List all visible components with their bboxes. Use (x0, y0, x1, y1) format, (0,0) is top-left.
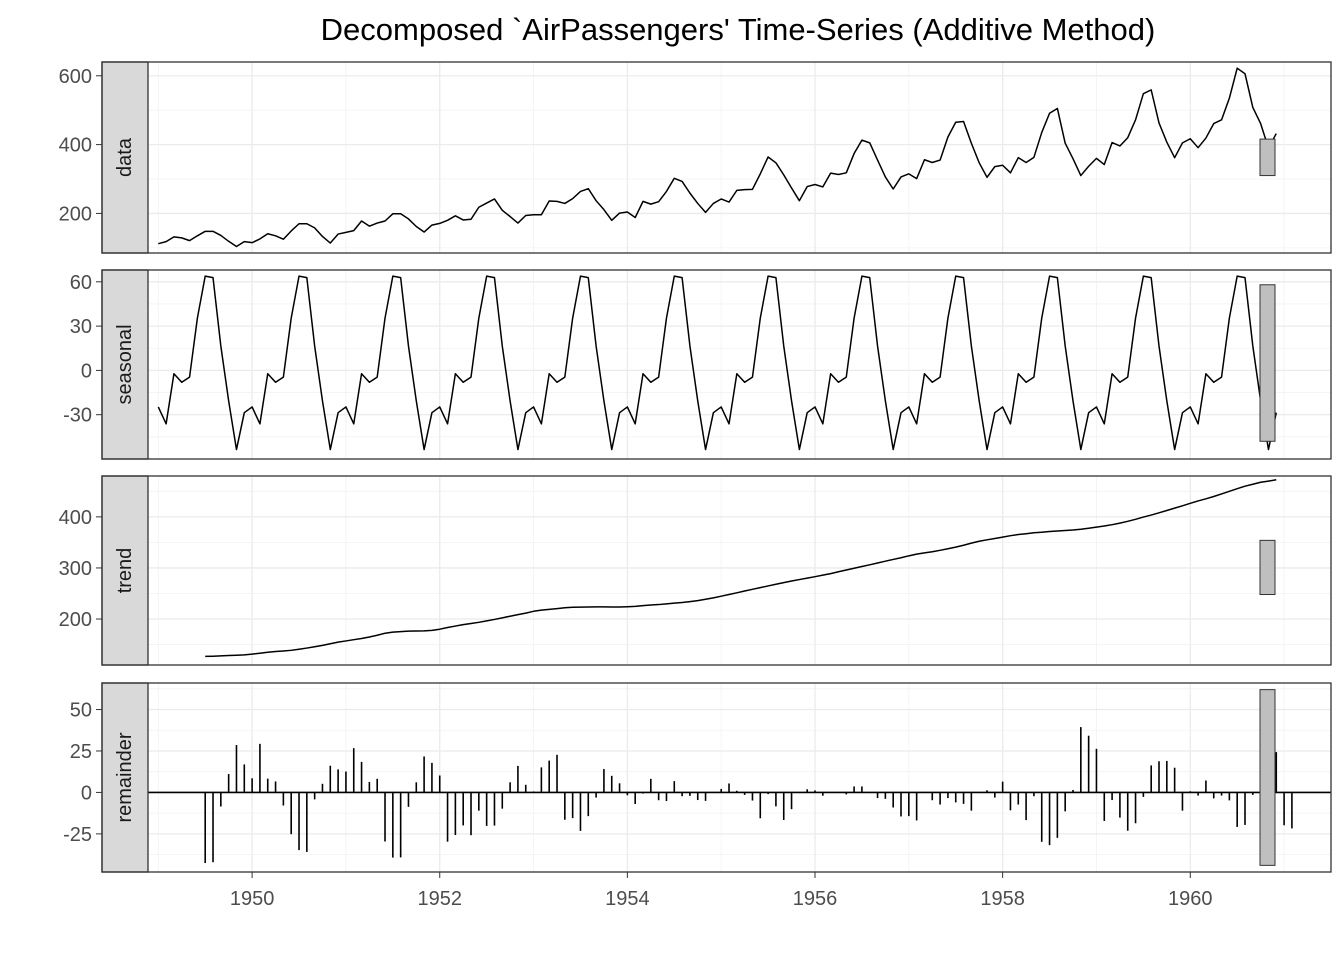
scale-bar (1259, 284, 1276, 442)
x-tick-label: 1954 (605, 888, 650, 910)
panel-border (101, 682, 1332, 873)
facet-label: remainder (114, 732, 136, 822)
panel-background (102, 62, 1331, 253)
y-tick-label: 0 (81, 782, 92, 804)
panel-background (102, 683, 1331, 872)
y-tick-label: -25 (63, 824, 92, 846)
panel-border (101, 61, 1332, 254)
y-tick-label: 0 (81, 360, 92, 382)
panels-group: 200 400 600 data -30 0 30 60 seasonal 200 300 400 tr… (59, 61, 1332, 873)
series-line-trend (205, 479, 1277, 658)
y-tick-label: 50 (70, 700, 92, 722)
facet-label: trend (114, 548, 136, 594)
facet-label: seasonal (114, 324, 136, 404)
y-tick-label: 400 (59, 135, 92, 157)
panel-seasonal: -30 0 30 60 seasonal (63, 269, 1332, 460)
panel-data: 200 400 600 data (59, 61, 1332, 254)
panel-background (102, 476, 1331, 665)
x-axis: 1950 1952 1954 1956 1958 1960 (230, 872, 1213, 910)
y-tick-label: 30 (70, 316, 92, 338)
x-tick-label: 1950 (230, 888, 275, 910)
series-line-seasonal (157, 275, 1278, 451)
y-tick-label: 25 (70, 741, 92, 763)
panel-remainder: -25 0 25 50 remainder (63, 682, 1332, 873)
y-tick-label: 600 (59, 66, 92, 88)
scale-bar (1259, 689, 1276, 866)
x-tick-label: 1958 (980, 888, 1025, 910)
panel-border (101, 475, 1332, 666)
scale-bar (1259, 138, 1276, 177)
series-line-data (158, 67, 1277, 248)
facet-label: data (114, 137, 136, 177)
x-tick-label: 1960 (1168, 888, 1213, 910)
y-tick-label: -30 (63, 405, 92, 427)
panel-background (102, 270, 1331, 459)
y-tick-label: 200 (59, 203, 92, 225)
chart-title: Decomposed `AirPassengers' Time-Series (… (321, 12, 1156, 47)
y-tick-label: 300 (59, 558, 92, 580)
y-tick-label: 60 (70, 272, 92, 294)
panel-border (101, 269, 1332, 460)
facet-strip (101, 269, 149, 460)
x-tick-label: 1956 (793, 888, 838, 910)
panel-trend: 200 300 400 trend (59, 475, 1332, 666)
y-tick-label: 400 (59, 507, 92, 529)
y-tick-label: 200 (59, 609, 92, 631)
x-tick-label: 1952 (417, 888, 462, 910)
scale-bar (1259, 539, 1276, 596)
